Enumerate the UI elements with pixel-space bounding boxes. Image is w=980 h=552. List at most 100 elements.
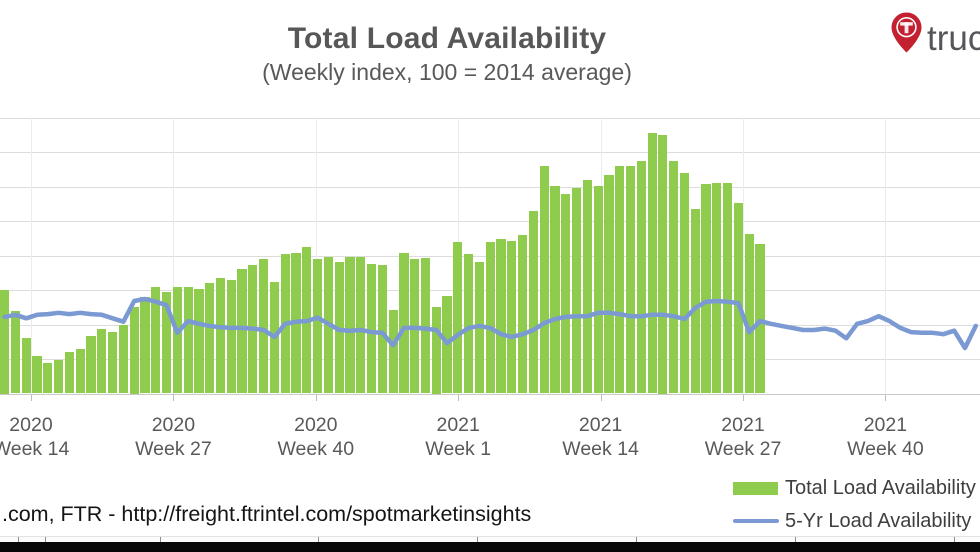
load-bar	[108, 332, 118, 394]
x-gridline	[743, 117, 744, 394]
load-bar	[21, 337, 31, 394]
x-label-week: Week 40	[847, 438, 924, 460]
x-gridline	[173, 117, 175, 394]
y-gridline	[0, 186, 980, 188]
load-bar	[10, 311, 21, 394]
load-bar	[399, 252, 409, 394]
x-label-year: 2021	[721, 414, 765, 436]
load-bar	[464, 254, 474, 394]
legend-bar-swatch	[733, 481, 778, 495]
x-axis-tick	[743, 394, 744, 401]
load-bar	[744, 234, 754, 394]
load-bar	[237, 269, 247, 394]
load-bar	[118, 325, 128, 394]
x-axis-label: 2021 Week 27	[678, 413, 808, 461]
x-axis-label: 2020 Week 14	[0, 413, 96, 461]
x-label-week: Week 14	[0, 438, 70, 460]
sheet-column-divider	[160, 537, 161, 542]
load-bar	[712, 183, 722, 394]
legend: Total Load Availability 5-Yr Load Availa…	[733, 477, 976, 543]
brand-logo: truc	[891, 12, 980, 56]
x-label-week: Week 1	[425, 438, 492, 460]
load-bar	[356, 256, 366, 394]
load-bar	[561, 194, 571, 394]
load-bar	[0, 290, 10, 394]
load-bar	[604, 174, 614, 394]
x-label-year: 2021	[863, 414, 908, 436]
sheet-column-divider	[18, 537, 19, 542]
load-bar	[539, 166, 549, 394]
load-bar	[151, 287, 161, 394]
x-axis-tick	[600, 394, 602, 401]
load-bar	[161, 292, 172, 394]
x-label-year: 2020	[294, 414, 338, 436]
load-bar	[625, 165, 636, 394]
x-axis-label: 2021 Week 40	[820, 413, 950, 461]
sheet-column-divider	[45, 537, 46, 542]
load-bar	[582, 179, 592, 394]
x-label-year: 2020	[9, 414, 53, 436]
load-bar	[636, 160, 646, 394]
load-bar	[43, 363, 53, 394]
chart-subtitle: (Weekly index, 100 = 2014 average)	[262, 59, 632, 85]
y-gridline	[0, 117, 980, 119]
bottom-black-bar	[0, 542, 980, 552]
load-bar	[366, 263, 377, 394]
source-text: .com, FTR - http://freight.ftrintel.com/…	[2, 502, 532, 526]
sheet-column-divider	[318, 537, 319, 542]
load-bar	[679, 172, 690, 394]
x-axis-label: 2021 Week 14	[536, 413, 666, 461]
load-bar	[571, 187, 582, 394]
truckstop-pin-icon	[891, 12, 922, 53]
legend-label: 5-Yr Load Availability	[785, 509, 972, 532]
load-bar	[86, 336, 96, 394]
load-bar	[377, 265, 387, 394]
load-bar	[388, 310, 398, 394]
load-bar	[205, 283, 215, 394]
x-label-year: 2021	[436, 414, 480, 436]
x-axis-label: 2020 Week 27	[108, 413, 238, 461]
load-bar	[97, 329, 107, 394]
load-bar	[172, 287, 182, 394]
sheet-column-divider	[636, 537, 637, 542]
brand-logo-text: truc	[927, 19, 980, 58]
load-bar	[528, 210, 538, 394]
load-bar	[485, 241, 495, 394]
spreadsheet-edge	[0, 536, 980, 543]
x-label-year: 2020	[151, 414, 196, 436]
x-axis-tick	[173, 394, 175, 401]
load-bar	[550, 185, 560, 394]
sheet-column-divider	[954, 537, 955, 542]
sheet-column-divider	[477, 537, 478, 542]
load-bar	[194, 289, 204, 394]
x-axis-tick	[315, 394, 317, 401]
x-label-week: Week 40	[277, 438, 355, 460]
load-bar	[140, 296, 150, 394]
load-bar	[690, 209, 700, 394]
x-axis-label: 2020 Week 40	[251, 413, 381, 461]
x-axis-tick	[31, 394, 32, 401]
x-axis-label: 2021 Week 1	[393, 413, 523, 461]
load-bar	[496, 238, 506, 394]
legend-item-5yr: 5-Yr Load Availability	[733, 510, 976, 532]
x-gridline	[31, 117, 32, 394]
load-bar	[518, 234, 528, 394]
y-gridline	[0, 221, 980, 222]
load-bar	[431, 307, 441, 394]
x-label-week: Week 27	[135, 438, 212, 460]
load-bar	[226, 280, 236, 394]
legend-line-swatch	[733, 518, 779, 524]
load-bar	[593, 185, 603, 394]
x-axis-tick	[885, 394, 887, 401]
load-bar	[313, 258, 323, 394]
load-bar	[64, 352, 75, 394]
chart-title: Total Load Availability	[287, 22, 607, 55]
load-bar	[615, 166, 625, 394]
load-bar	[32, 356, 42, 394]
load-bar	[54, 360, 64, 394]
load-bar	[647, 132, 657, 394]
load-bar	[215, 278, 226, 394]
load-bar	[723, 183, 733, 394]
